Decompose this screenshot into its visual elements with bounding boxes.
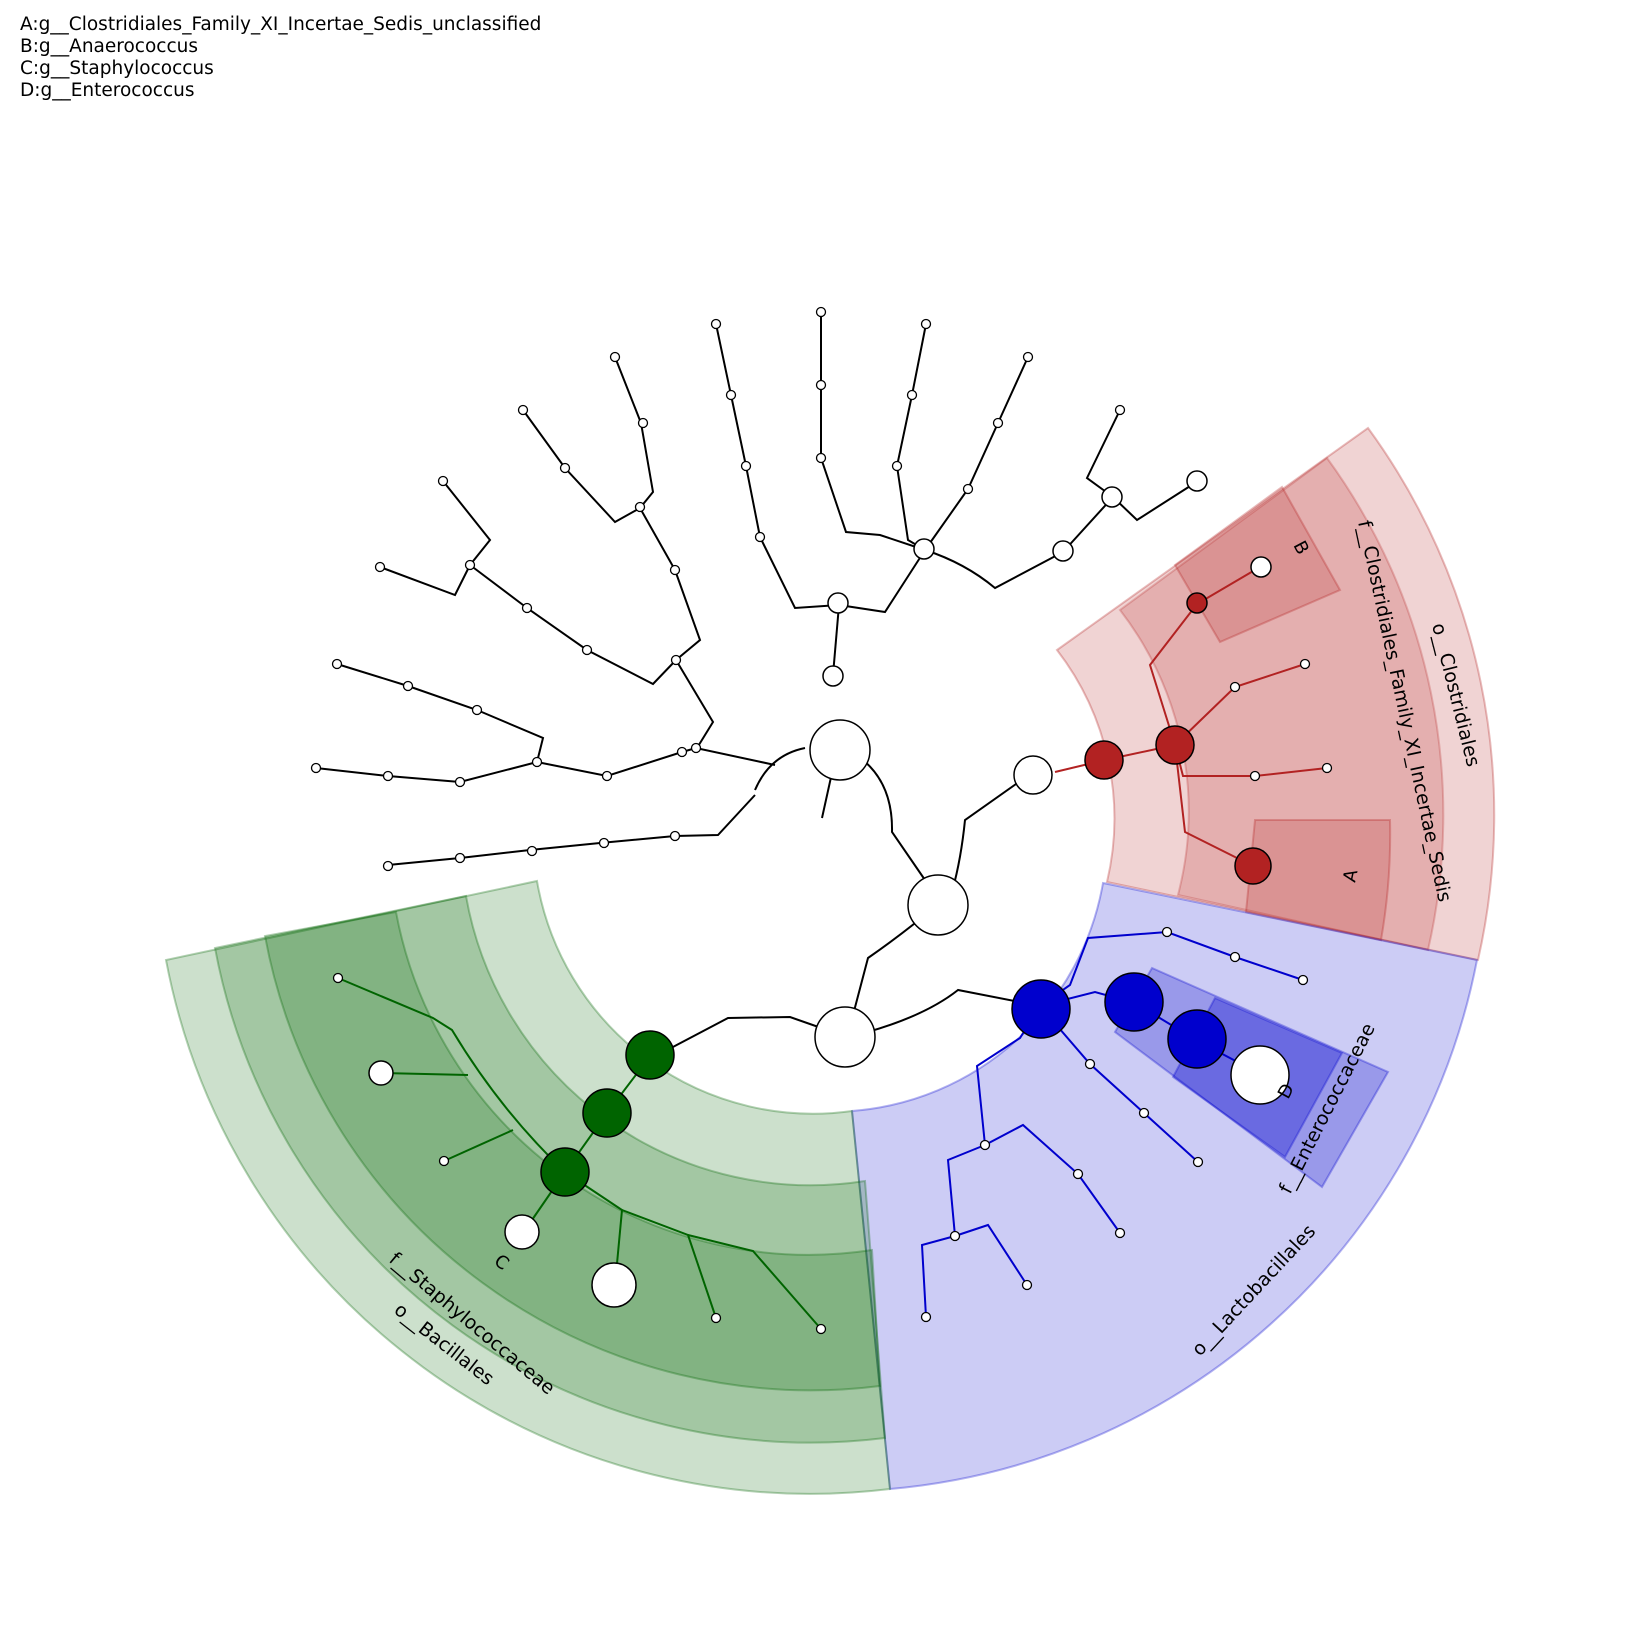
f-clostridiales-xi-sector [1118,456,1445,952]
tree-node [907,874,969,936]
f-clostridiales-xi-node [1155,725,1195,765]
tree-leaf [504,1214,540,1250]
o-lactobacillales-node [1011,979,1071,1039]
o-clostridiales-node [1084,740,1124,780]
tree-leaf [1230,1045,1290,1105]
tree-node [913,538,935,560]
lactobacillales-nodes [1011,972,1227,1069]
o-bacillales-node [625,1030,675,1080]
legend-entry-d: D:g__Enterococcus [20,80,195,101]
tree-node [814,1006,876,1068]
tree-leaf [368,1060,394,1086]
tree-edges [315,312,1199,1049]
bacillales-subnode [582,1088,632,1138]
tree-node [1101,486,1123,508]
g-enterococcus-node [1167,1009,1227,1069]
tree-leaf [591,1262,637,1308]
tree-node [822,665,844,687]
bacillales-nodes [540,1030,675,1197]
tree-node [1186,470,1208,492]
legend-entry-c: C:g__Staphylococcus [20,58,214,79]
legend-entry-b: B:g__Anaerococcus [20,36,198,57]
o-bacillales-sector [164,879,892,1495]
lactobacillales-band [850,881,1479,1491]
g-anaerococcus-node [1186,592,1208,614]
tree-node [1013,755,1053,795]
tree-node [827,592,849,614]
legend-entry-a: A:g__Clostridiales_Family_XI_Incertae_Se… [20,14,542,35]
root-node [809,719,871,781]
g-clostridiales-xi-unclassified-node [1234,847,1272,885]
tag-a: A [1339,867,1362,884]
legend: A:g__Clostridiales_Family_XI_Incertae_Se… [20,14,541,102]
bacillales-band [164,879,892,1495]
small-nodes [310,306,1333,1335]
f-staphylococcaceae-sector [263,910,882,1392]
clostridiales-band [1055,426,1496,962]
tree-node [1052,540,1074,562]
g-clostridiales-xi-unclassified-sector [1244,819,1392,942]
clostridiales-nodes [1084,592,1272,885]
f-enterococcaceae-node [1104,972,1164,1032]
tree-leaf [1250,556,1272,578]
neutral-nodes [368,470,1290,1308]
f-staphylococcaceae-node [540,1147,590,1197]
